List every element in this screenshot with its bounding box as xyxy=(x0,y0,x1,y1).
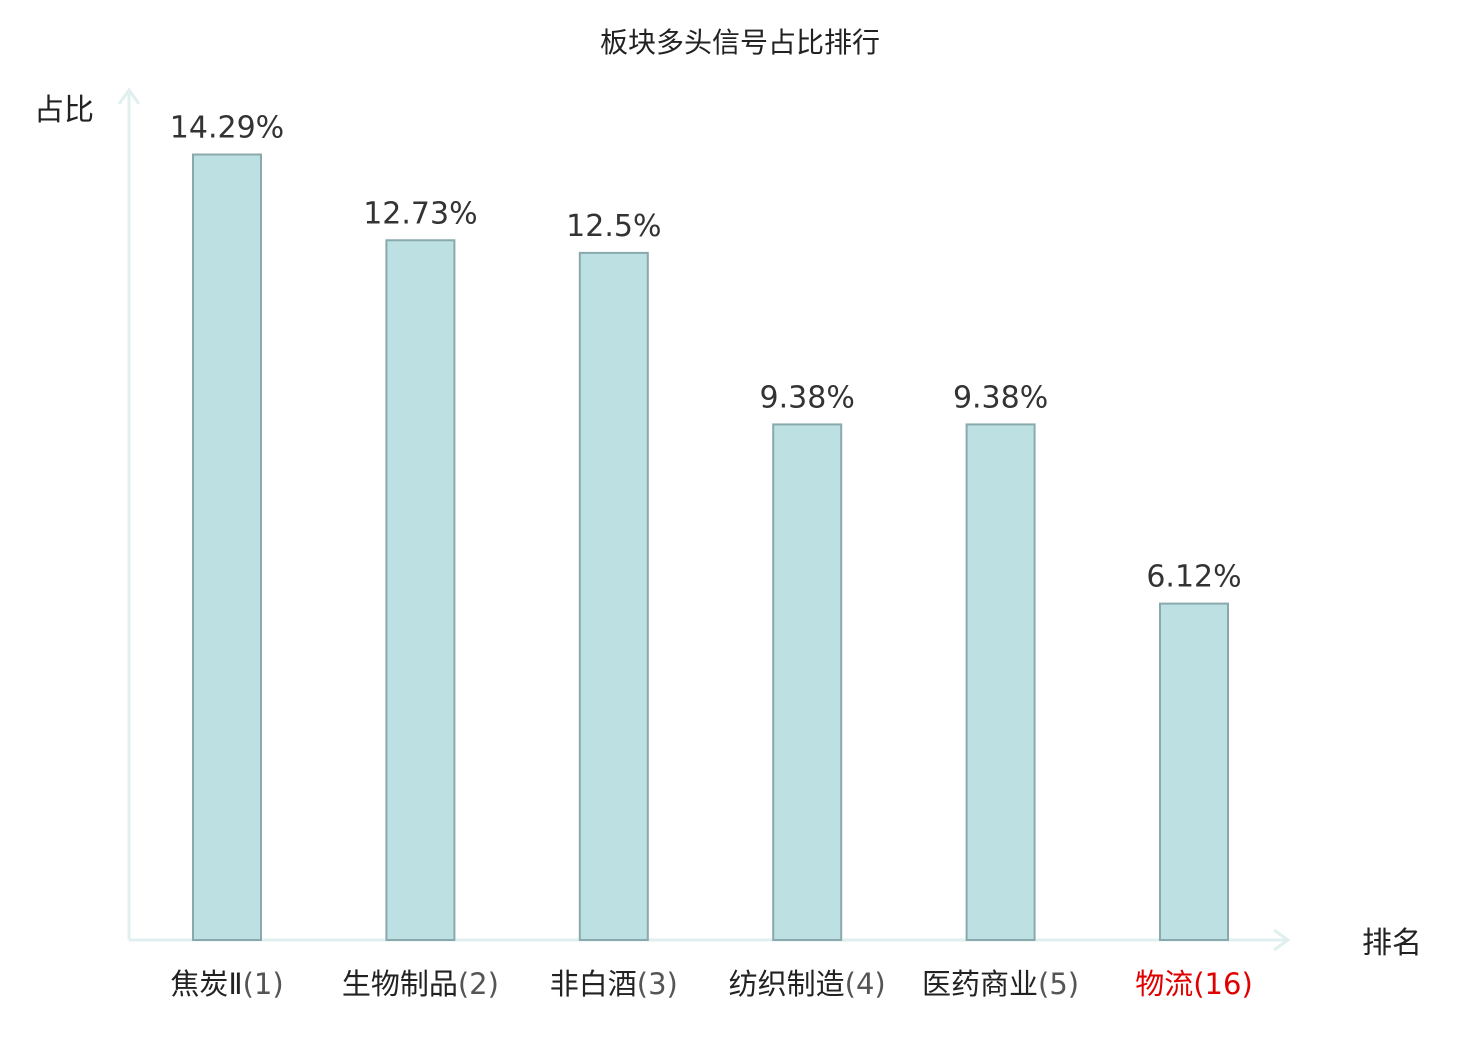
x-axis-title: 排名 xyxy=(1362,926,1422,961)
value-label-3: 12.5% xyxy=(566,209,661,244)
category-rank: (1) xyxy=(243,967,284,1001)
y-axis-title: 占比 xyxy=(34,93,94,128)
value-label-4: 9.38% xyxy=(760,380,855,415)
value-labels-group: 14.29% 12.73% 12.5% 9.38% 9.38% 6.12% xyxy=(170,111,1242,595)
category-name: 物流 xyxy=(1135,967,1193,1001)
category-name: 纺织制造 xyxy=(729,967,845,1001)
category-label-2: 生物制品(2) xyxy=(342,967,499,1001)
value-label-5: 9.38% xyxy=(953,380,1048,415)
category-label-3: 非白酒(3) xyxy=(550,967,678,1001)
value-label-1: 14.29% xyxy=(170,111,284,146)
category-rank: (3) xyxy=(637,967,678,1001)
category-rank: (4) xyxy=(845,967,886,1001)
value-label-6: 6.12% xyxy=(1146,560,1241,595)
bar-2 xyxy=(385,239,456,942)
bar-4 xyxy=(772,423,843,941)
bar-5 xyxy=(965,423,1036,941)
category-rank: (5) xyxy=(1038,967,1079,1001)
bar-6 xyxy=(1159,602,1229,941)
bars-group xyxy=(192,153,1229,942)
category-name: 生物制品 xyxy=(342,967,458,1001)
category-rank: (16) xyxy=(1193,967,1253,1001)
category-label-5: 医药商业(5) xyxy=(922,967,1079,1001)
category-labels-group: 焦炭Ⅱ(1) 生物制品(2) 非白酒(3) 纺织制造(4) 医药商业(5) 物流(16) xyxy=(170,967,1252,1001)
category-rank: (2) xyxy=(458,967,499,1001)
category-name: 焦炭Ⅱ xyxy=(170,967,242,1001)
bar-3 xyxy=(578,251,649,942)
bar-1 xyxy=(192,153,262,941)
chart-title: 板块多头信号占比排行 xyxy=(600,26,880,59)
category-label-1: 焦炭Ⅱ(1) xyxy=(170,967,283,1001)
value-label-2: 12.73% xyxy=(363,196,477,231)
category-label-4: 纺织制造(4) xyxy=(729,967,886,1001)
category-name: 医药商业 xyxy=(922,967,1038,1001)
category-label-6: 物流(16) xyxy=(1135,967,1253,1001)
category-name: 非白酒 xyxy=(550,967,637,1001)
y-axis-arrow-icon xyxy=(117,87,141,105)
x-axis-arrow-icon xyxy=(1273,928,1291,952)
